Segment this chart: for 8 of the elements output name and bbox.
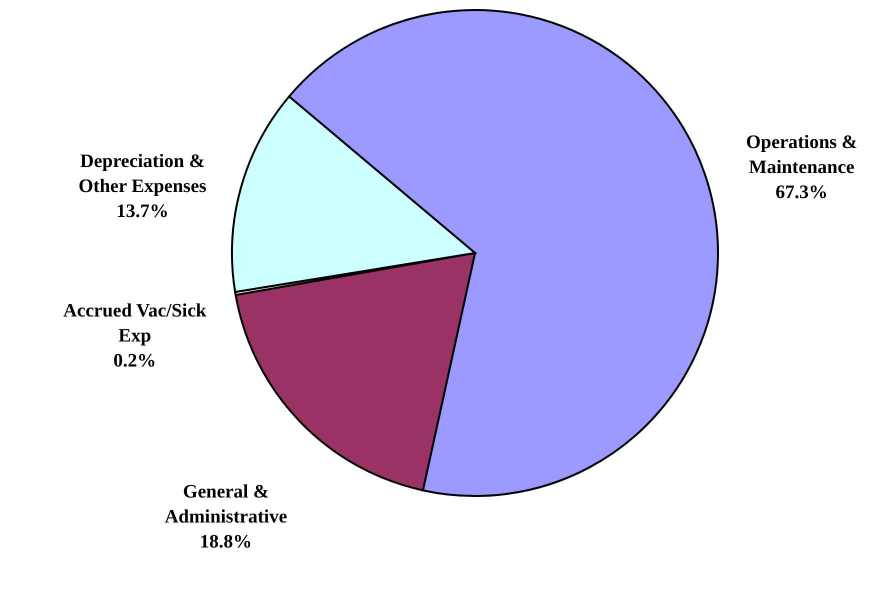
- slice-label: Depreciation & Other Expenses: [78, 151, 206, 198]
- data-label: 18.8%: [200, 532, 252, 553]
- data-label: 0.2%: [113, 350, 156, 372]
- slice-label: Operations & Maintenance: [746, 132, 858, 178]
- slice-label: General & Administrative: [164, 482, 288, 528]
- slice-label: Accrued Vac/Sick Exp: [63, 300, 207, 346]
- data-label: 13.7%: [116, 201, 169, 222]
- data-label: 67.3%: [776, 182, 828, 204]
